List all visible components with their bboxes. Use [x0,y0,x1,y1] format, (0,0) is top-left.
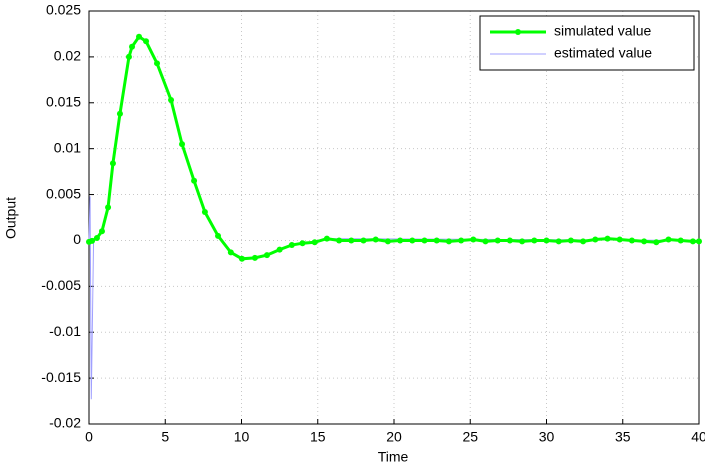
data-point [689,238,696,245]
x-tick-label: 20 [386,429,402,445]
data-point [628,237,635,244]
data-point [458,237,465,244]
data-point [154,60,161,67]
data-point [519,238,526,245]
legend-label: estimated value [554,45,652,61]
data-point [323,235,330,242]
data-point [567,237,574,244]
data-point [168,97,175,104]
y-tick-label: -0.02 [49,415,81,431]
x-tick-label: 15 [310,429,326,445]
data-point [311,239,318,246]
y-tick-label: -0.01 [49,323,81,339]
y-tick-label: 0.005 [46,185,81,201]
data-point [251,254,258,261]
data-point [616,236,623,243]
data-point [263,252,270,259]
data-point [397,237,404,244]
data-point [143,38,150,45]
y-tick-label: 0.01 [54,139,81,155]
y-tick-label: 0.015 [46,93,81,109]
data-point [125,53,132,60]
data-point [384,238,391,245]
y-tick-label: 0.025 [46,2,81,18]
data-point [604,235,611,242]
data-point [238,255,245,262]
data-point [665,236,672,243]
y-axis-label: Output [3,197,19,239]
data-point [105,204,112,211]
data-point [506,237,513,244]
data-point [129,43,136,50]
data-point [653,239,660,246]
data-point [372,236,379,243]
data-point [696,238,702,245]
legend-label: simulated value [554,23,651,39]
x-tick-label: 25 [462,429,478,445]
data-point [288,242,295,249]
plot-frame [88,10,700,425]
data-point [191,177,198,184]
x-tick-label: 40 [691,429,705,445]
y-tick-label: 0.02 [54,48,81,64]
data-point [179,141,186,148]
legend-marker [515,29,521,35]
data-point [470,236,477,243]
data-point [299,240,306,247]
y-tick-label: 0 [73,231,81,247]
data-point [494,237,501,244]
x-tick-label: 35 [615,429,631,445]
data-point [93,234,100,241]
data-point [89,237,96,244]
plot-area [89,11,699,424]
data-point [677,237,684,244]
data-point [98,228,105,235]
data-point [580,238,587,245]
x-tick-label: 10 [234,429,250,445]
x-tick-label: 0 [85,429,93,445]
data-point [592,236,599,243]
legend-box [479,15,695,71]
y-tick-label: -0.005 [41,277,81,293]
data-point [276,246,283,253]
data-point [116,110,123,117]
data-point [641,238,648,245]
data-point [531,237,538,244]
data-point [136,33,143,40]
data-point [421,237,428,244]
data-point [336,237,343,244]
data-point [409,237,416,244]
data-point [433,237,440,244]
data-point [348,237,355,244]
y-tick-label: -0.015 [41,369,81,385]
x-axis-label: Time [378,449,409,465]
x-tick-label: 30 [539,429,555,445]
data-point [445,238,452,245]
data-point [215,232,222,239]
data-point [543,237,550,244]
data-point [227,249,234,256]
data-point [482,238,489,245]
data-point [360,237,367,244]
data-point [555,238,562,245]
x-tick-label: 5 [161,429,169,445]
data-point [109,160,116,167]
data-point [201,208,208,215]
